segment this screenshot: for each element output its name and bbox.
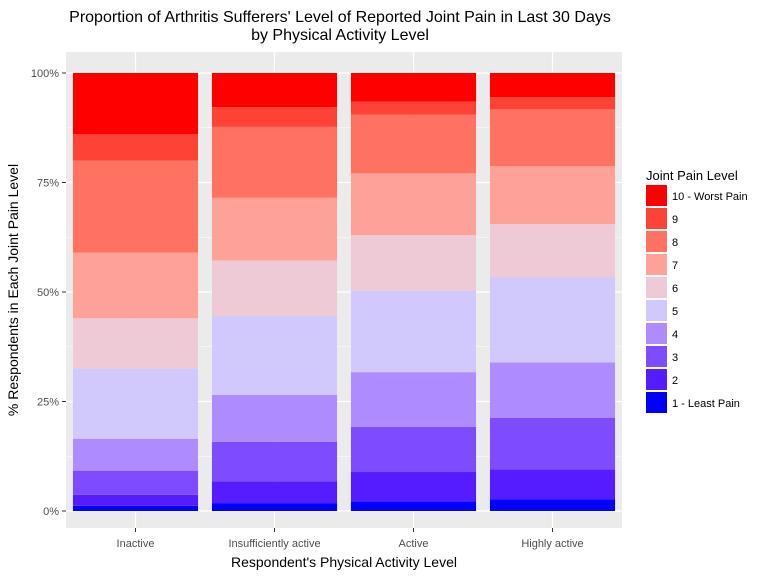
x-tick-label: Active xyxy=(399,538,429,550)
legend: Joint Pain Level 10 - Worst Pain 9 8 7 6 5 4 3 2… xyxy=(646,168,748,413)
bar-segment xyxy=(211,197,338,261)
bar-segment xyxy=(72,368,199,439)
bar-segment xyxy=(489,166,616,225)
bar-segment xyxy=(350,101,477,115)
bar-segment xyxy=(211,107,338,127)
x-axis: Inactive Insufficiently active Active Highl… xyxy=(117,528,584,550)
legend-swatch xyxy=(646,208,667,229)
legend-swatch xyxy=(646,254,667,275)
bar-segment xyxy=(350,426,477,473)
bar-segment xyxy=(211,481,338,504)
bar-segment xyxy=(211,73,338,108)
bar-segment xyxy=(211,260,338,317)
legend-label: 10 - Worst Pain xyxy=(672,191,748,203)
bar-segment xyxy=(350,290,477,373)
bar-segment xyxy=(489,109,616,167)
legend-swatch xyxy=(646,392,667,413)
bar-segment xyxy=(489,362,616,418)
bar-segment xyxy=(211,441,338,482)
y-tick-label: 25% xyxy=(37,397,59,409)
legend-label: 1 - Least Pain xyxy=(672,398,740,410)
legend-label: 9 xyxy=(672,214,678,226)
bar-segment xyxy=(489,469,616,500)
legend-label: 5 xyxy=(672,306,678,318)
legend-swatch xyxy=(646,277,667,298)
legend-swatch xyxy=(646,185,667,206)
legend-label: 7 xyxy=(672,260,678,272)
legend-label: 3 xyxy=(672,352,678,364)
legend-label: 2 xyxy=(672,375,678,387)
x-tick-label: Insufficiently active xyxy=(228,538,320,550)
bar-segment xyxy=(211,503,338,511)
bar-segment xyxy=(489,97,616,110)
x-tick-label: Inactive xyxy=(117,538,155,550)
legend-swatch xyxy=(646,323,667,344)
legend-label: 6 xyxy=(672,283,678,295)
legend-swatch xyxy=(646,300,667,321)
x-tick-label: Highly active xyxy=(521,538,583,550)
y-tick-label: 50% xyxy=(37,287,59,299)
y-axis: 0% 25% 50% 75% 100% xyxy=(31,68,66,518)
bar-segment xyxy=(489,499,616,511)
bar-segment xyxy=(72,134,199,161)
bar-segment xyxy=(72,160,199,253)
bar-segment xyxy=(211,394,338,442)
chart-title-line-2: by Physical Activity Level xyxy=(251,27,429,44)
chart-title: Proportion of Arthritis Sufferers' Level… xyxy=(69,9,611,44)
bar-segment xyxy=(350,501,477,511)
chart-title-line-1: Proportion of Arthritis Sufferers' Level… xyxy=(69,9,611,26)
bar-segment xyxy=(489,224,616,278)
bar-segment xyxy=(211,316,338,395)
bar-segment xyxy=(72,494,199,506)
legend-swatch xyxy=(646,369,667,390)
x-axis-title: Respondent's Physical Activity Level xyxy=(231,554,457,570)
bar-segment xyxy=(72,505,199,511)
bar-segment xyxy=(350,73,477,102)
legend-label: 4 xyxy=(672,329,678,341)
legend-swatch xyxy=(646,346,667,367)
bar-segment xyxy=(350,173,477,236)
bar-segment xyxy=(72,470,199,495)
bar-segment xyxy=(489,73,616,98)
legend-swatch xyxy=(646,231,667,252)
bar-segment xyxy=(72,438,199,471)
legend-label: 8 xyxy=(672,237,678,249)
bar-segment xyxy=(489,277,616,363)
bar-segment xyxy=(350,472,477,502)
bar-segment xyxy=(72,73,199,135)
y-tick-label: 0% xyxy=(43,506,59,518)
bar-segment xyxy=(72,318,199,369)
legend-title: Joint Pain Level xyxy=(646,168,738,183)
bar-segment xyxy=(350,114,477,174)
bar-segment xyxy=(350,235,477,291)
bar-segment xyxy=(211,126,338,198)
bars xyxy=(72,73,616,511)
y-tick-label: 100% xyxy=(31,68,59,80)
bar-segment xyxy=(72,252,199,319)
bar-segment xyxy=(350,372,477,427)
y-axis-title: % Respondents in Each Joint Pain Level xyxy=(5,164,21,416)
y-tick-label: 75% xyxy=(37,178,59,190)
bar-segment xyxy=(489,417,616,470)
